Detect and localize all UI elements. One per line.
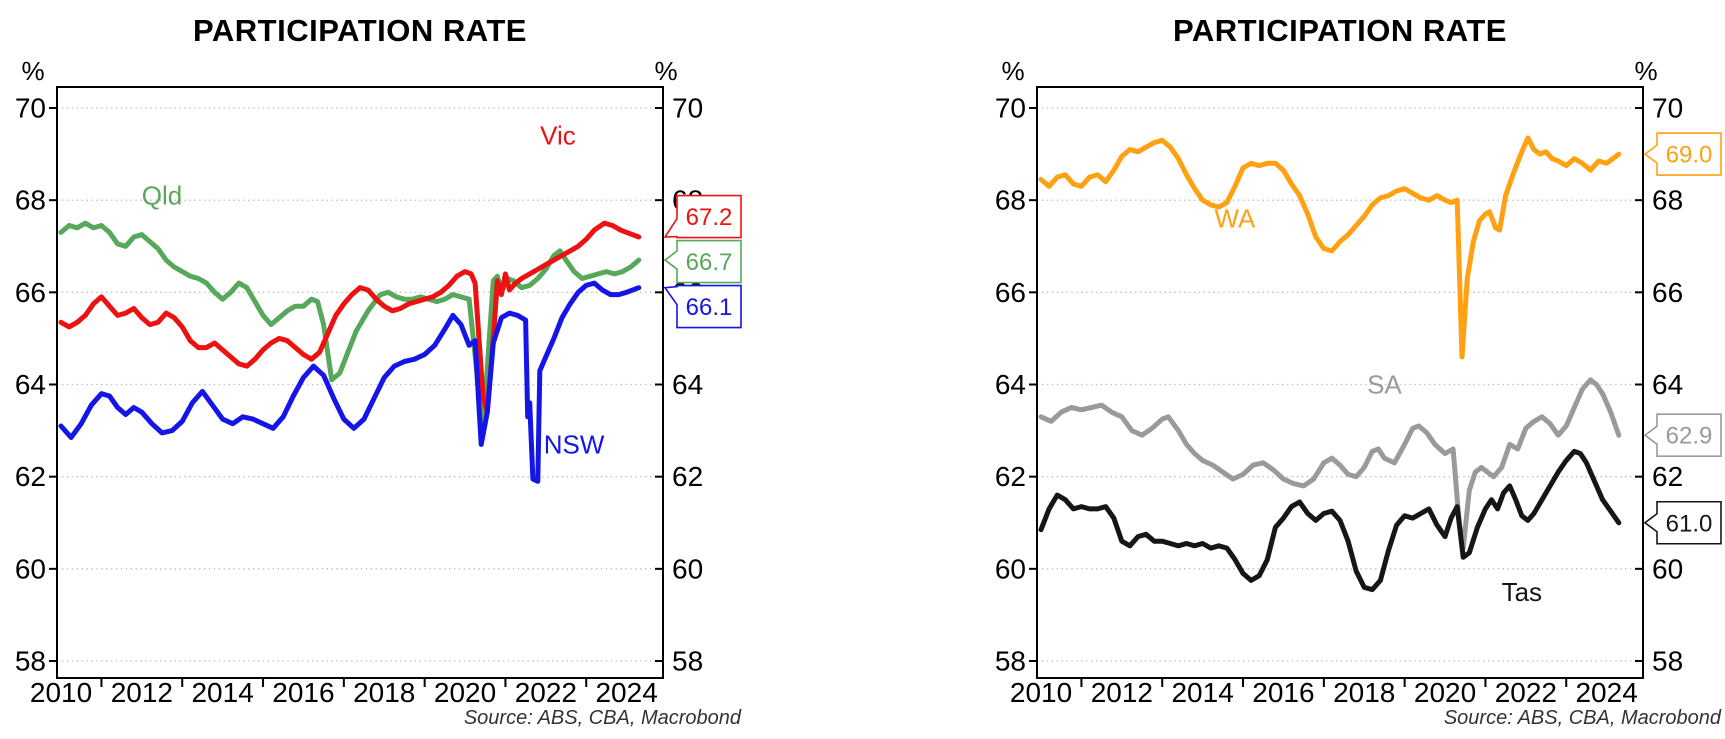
series-label-vic: Vic: [540, 121, 576, 151]
y-axis-label-left: 60: [995, 553, 1026, 584]
y-axis-label-right: 62: [1652, 461, 1683, 492]
y-axis-label-right: 62: [672, 461, 703, 492]
y-axis-label-right: 64: [672, 369, 703, 400]
end-value-callout-vic: [663, 194, 742, 239]
series-line-sa: [1038, 377, 1622, 551]
y-unit-left: %: [1001, 56, 1024, 86]
y-axis-label-left: 66: [15, 277, 46, 308]
x-axis-label: 2022: [1495, 677, 1557, 708]
end-value-callout-nsw: [663, 284, 742, 329]
end-value-callout-sa: [1643, 413, 1722, 457]
chart-panel-left: PARTICIPATION RATE 585860606262646466666…: [0, 0, 770, 739]
y-unit-left: %: [21, 56, 44, 86]
end-value-label-nsw: 66.1: [686, 294, 733, 321]
y-axis-label-left: 64: [995, 369, 1026, 400]
end-value-callout-qld: [663, 239, 742, 284]
series-label-nsw: NSW: [544, 429, 605, 459]
x-axis-label: 2020: [434, 677, 496, 708]
x-axis-label: 2024: [1575, 677, 1637, 708]
x-axis-label: 2016: [272, 677, 334, 708]
x-axis-label: 2014: [1171, 677, 1233, 708]
chart-title: PARTICIPATION RATE: [1173, 13, 1507, 48]
y-axis-label-left: 58: [995, 646, 1026, 677]
end-value-callout-tas: [1643, 500, 1722, 545]
end-value-label-tas: 61.0: [1666, 510, 1713, 537]
y-axis-label-left: 62: [995, 461, 1026, 492]
line-chart-canvas-right: 58 58 60 60 62 62 64 64 66 66 68 68 70 70 2010 2012 2014…: [995, 56, 1722, 708]
y-axis-label-left: 64: [15, 369, 46, 400]
x-axis-label: 2012: [111, 677, 173, 708]
end-value-label-qld: 66.7: [686, 249, 733, 276]
source-note: Source: ABS, CBA, Macrobond: [463, 707, 741, 729]
line-chart-canvas-left: 5858606062626464666668687070201020122014…: [15, 56, 742, 708]
y-axis-label-left: 70: [15, 93, 46, 124]
series-line-wa: [1038, 135, 1622, 360]
y-axis-label-right: 58: [1652, 646, 1683, 677]
y-axis-label-left: 58: [15, 646, 46, 677]
y-axis-label-right: 60: [672, 553, 703, 584]
x-axis-label: 2020: [1414, 677, 1476, 708]
series-label-sa: SA: [1367, 370, 1402, 400]
y-unit-right: %: [1634, 56, 1657, 86]
x-axis-label: 2010: [1010, 677, 1072, 708]
y-axis-label-left: 70: [995, 93, 1026, 124]
x-axis-label: 2018: [1333, 677, 1395, 708]
y-axis-label-right: 64: [1652, 369, 1683, 400]
chart-panel-right: PARTICIPATION RATE 58 58 60 60 62 62 64 64 66 66 6…: [965, 0, 1725, 739]
series-line-qld: [58, 220, 642, 434]
y-axis-label-right: 66: [1652, 277, 1683, 308]
series-label-wa: WA: [1214, 204, 1256, 234]
x-axis-label: 2022: [515, 677, 577, 708]
y-axis-label-left: 68: [995, 185, 1026, 216]
series-label-tas: Tas: [1502, 577, 1542, 607]
y-unit-right: %: [654, 56, 677, 86]
end-value-label-vic: 67.2: [686, 204, 733, 231]
y-axis-label-left: 66: [995, 277, 1026, 308]
end-value-label-wa: 69.0: [1666, 142, 1713, 169]
end-value-callout-wa: [1643, 132, 1722, 176]
plot-border: [56, 86, 664, 679]
x-axis-label: 2016: [1252, 677, 1314, 708]
y-axis-label-right: 68: [1652, 185, 1683, 216]
plot-border: [1036, 86, 1644, 679]
chart-title: PARTICIPATION RATE: [193, 13, 527, 48]
y-axis-label-left: 68: [15, 185, 46, 216]
y-axis-label-left: 60: [15, 553, 46, 584]
y-axis-label-left: 62: [15, 461, 46, 492]
y-axis-label-right: 60: [1652, 553, 1683, 584]
end-value-label-sa: 62.9: [1666, 423, 1713, 450]
source-note: Source: ABS, CBA, Macrobond: [1443, 707, 1721, 729]
y-axis-label-right: 58: [672, 646, 703, 677]
y-axis-label-right: 70: [672, 93, 703, 124]
y-axis-label-right: 70: [1652, 93, 1683, 124]
x-axis-label: 2024: [595, 677, 657, 708]
x-axis-label: 2010: [30, 677, 92, 708]
series-line-vic: [58, 220, 642, 415]
x-axis-label: 2012: [1091, 677, 1153, 708]
series-label-qld: Qld: [142, 181, 182, 211]
series-line-tas: [1038, 448, 1622, 593]
series-line-nsw: [58, 280, 642, 484]
x-axis-label: 2018: [353, 677, 415, 708]
x-axis-label: 2014: [191, 677, 253, 708]
